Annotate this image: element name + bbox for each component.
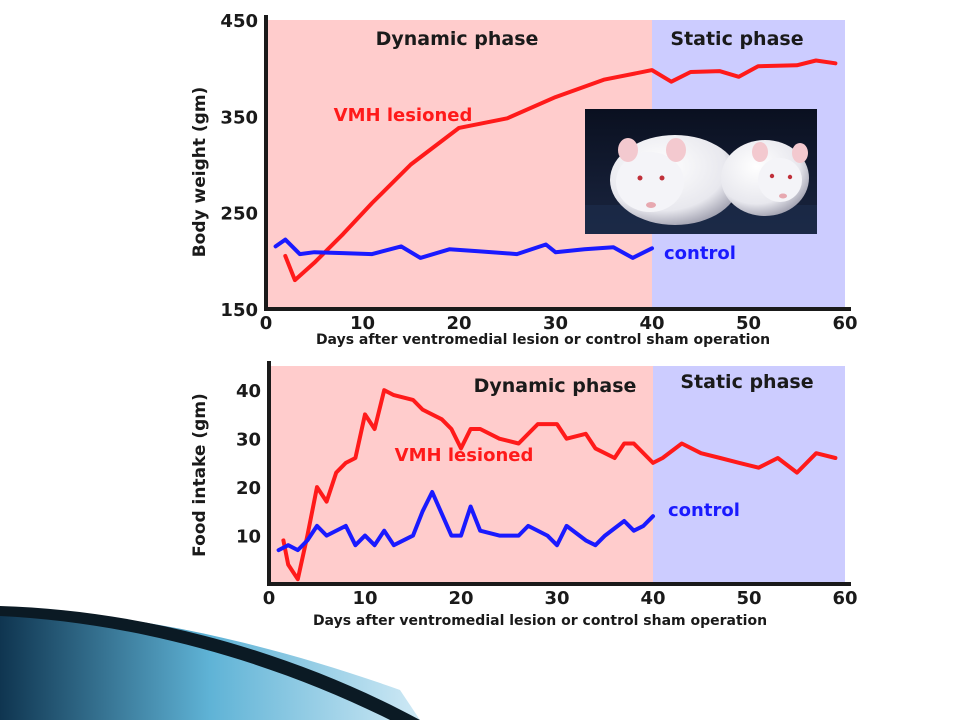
y-tick-label: 20 [236, 478, 261, 499]
series-lines [273, 58, 838, 283]
x-tick-label: 0 [263, 588, 276, 609]
vmh-lesioned-line [281, 388, 838, 582]
vmh-series-label: VMH lesioned [334, 105, 473, 126]
x-tick-label: 10 [352, 588, 377, 609]
static-phase-region [653, 366, 845, 584]
x-tick-label: 20 [446, 313, 471, 334]
control-series-label: control [664, 243, 736, 264]
axes [264, 15, 851, 311]
x-tick-label: 20 [448, 588, 473, 609]
x-axis-title: Days after ventromedial lesion or contro… [316, 332, 770, 348]
vmh-series-label: VMH lesioned [395, 445, 534, 466]
x-tick-label: 40 [639, 313, 664, 334]
x-tick-label: 60 [832, 313, 857, 334]
phase-backgrounds [269, 366, 845, 584]
dynamic-phase-label: Dynamic phase [474, 375, 637, 397]
control-line [273, 237, 654, 260]
y-axis-title: Body weight (gm) [190, 87, 210, 258]
x-tick-label: 30 [543, 313, 568, 334]
y-tick-label: 450 [220, 11, 258, 32]
x-tick-label: 50 [736, 313, 761, 334]
x-tick-label: 30 [544, 588, 569, 609]
x-tick-label: 60 [832, 588, 857, 609]
y-tick-label: 10 [236, 527, 261, 548]
x-tick-label: 50 [736, 588, 761, 609]
rats-photo [585, 109, 817, 234]
x-tick-label: 0 [260, 313, 273, 334]
y-axis-title: Food intake (gm) [190, 393, 210, 557]
tick-labels: 0 10 20 30 40 50 60 10 20 30 40 [236, 381, 858, 609]
x-axis-title: Days after ventromedial lesion or contro… [313, 613, 767, 629]
dynamic-phase-label: Dynamic phase [376, 28, 539, 50]
axes [267, 361, 851, 586]
control-series-label: control [668, 500, 740, 521]
slide-decoration [0, 606, 420, 720]
vmh-lesioned-line [283, 58, 838, 283]
food-intake-chart: 0 10 20 30 40 50 60 10 20 30 40 Dynamic phase Stat… [190, 361, 858, 629]
static-phase-label: Static phase [670, 28, 803, 50]
control-line [276, 490, 655, 553]
y-tick-label: 150 [220, 300, 258, 321]
x-tick-label: 40 [640, 588, 665, 609]
y-tick-label: 250 [220, 204, 258, 225]
y-tick-label: 30 [236, 430, 261, 451]
y-tick-label: 40 [236, 381, 261, 402]
dynamic-phase-region [269, 366, 653, 584]
x-tick-label: 10 [350, 313, 375, 334]
series-lines [276, 388, 838, 582]
static-phase-label: Static phase [680, 371, 813, 393]
tick-labels: 0 10 20 30 40 50 60 150 250 350 450 [220, 11, 857, 334]
y-tick-label: 350 [220, 107, 258, 128]
